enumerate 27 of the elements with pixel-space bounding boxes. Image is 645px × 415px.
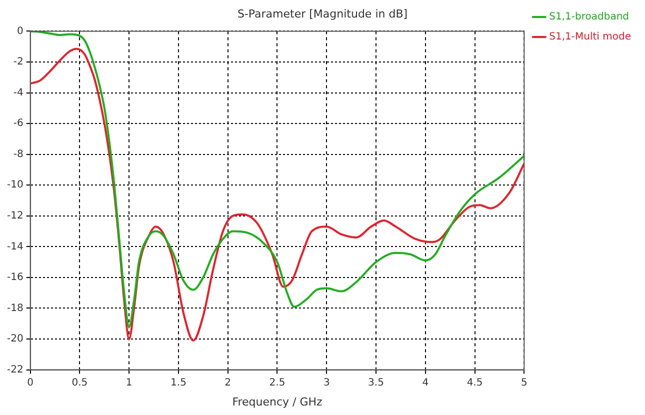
x-tick-label: 0 — [27, 377, 34, 388]
x-tick-label: 3 — [323, 377, 330, 388]
y-tick-label: -10 — [6, 180, 24, 191]
y-tick-label: -2 — [13, 56, 24, 68]
y-tick-label: -6 — [13, 118, 24, 130]
x-tick-label: 4 — [422, 377, 429, 388]
y-tick-label: -20 — [6, 334, 24, 345]
x-tick-label: 0.5 — [72, 377, 88, 388]
x-tick-label: 2 — [224, 377, 232, 388]
x-tick-label: 1 — [126, 377, 132, 388]
x-tick-label: 2.5 — [269, 377, 286, 388]
y-tick-label: -14 — [6, 241, 24, 252]
x-tick-label: 5 — [520, 377, 528, 388]
x-tick-label: 1.5 — [170, 377, 186, 388]
y-tick-label: -8 — [13, 148, 24, 160]
legend-label: S1,1-broadband — [549, 12, 630, 23]
x-axis-title: Frequency / GHz — [232, 395, 323, 408]
y-tick-label: -12 — [6, 210, 24, 222]
legend-label: S1,1-Multi mode — [549, 32, 632, 43]
chart-title: S-Parameter [Magnitude in dB] — [237, 7, 408, 20]
y-tick-label: -22 — [6, 364, 24, 376]
x-tick-label: 3.5 — [368, 377, 384, 388]
x-tick-label: 4.5 — [466, 377, 483, 388]
y-tick-label: -18 — [6, 302, 24, 314]
y-tick-label: 0 — [16, 26, 24, 37]
y-tick-label: -16 — [6, 272, 24, 284]
y-tick-label: -4 — [13, 87, 24, 98]
